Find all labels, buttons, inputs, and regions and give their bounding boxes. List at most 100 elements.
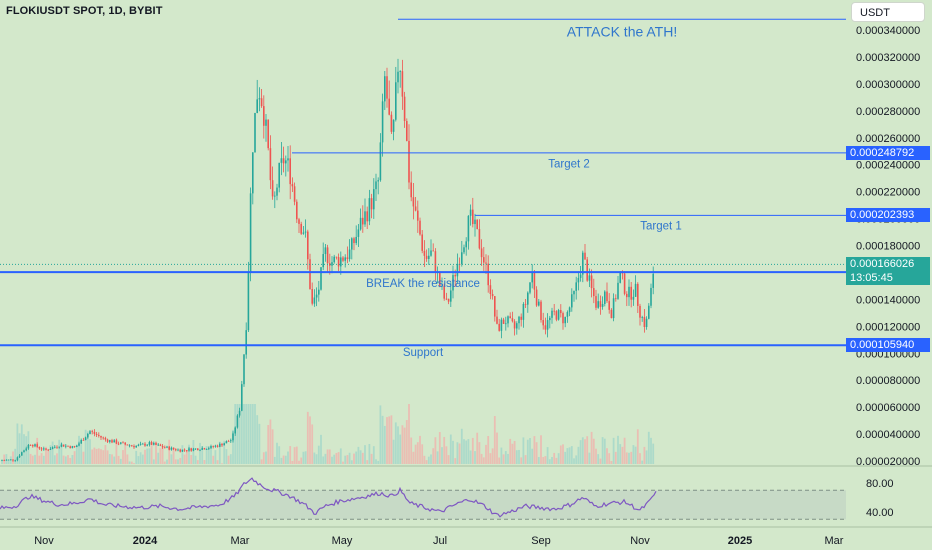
volume-bar (84, 429, 87, 464)
volume-bar (401, 425, 404, 464)
candle-body (496, 316, 498, 324)
volume-bar (456, 442, 459, 464)
volume-bar (115, 438, 118, 464)
candle-body (395, 82, 397, 120)
candle-body (553, 310, 555, 312)
candle-body (412, 197, 415, 207)
candle-body (307, 231, 309, 260)
volume-bar (309, 416, 311, 464)
candle-body (78, 443, 80, 446)
level-price-tag[interactable]: 0.000105940 (846, 338, 930, 353)
volume-bar (498, 457, 501, 464)
volume-bar (621, 446, 624, 464)
volume-bar (177, 459, 179, 464)
volume-bar (18, 433, 21, 464)
volume-bar (62, 455, 65, 464)
candle-body (421, 234, 423, 251)
bar-countdown-tag[interactable]: 13:05:45 (846, 271, 930, 286)
volume-bar (75, 444, 78, 464)
price-tick-label: 0.000060000 (856, 402, 920, 414)
volume-bar (434, 437, 437, 464)
level-price-tag[interactable]: 0.000202393 (846, 208, 930, 223)
volume-bar (322, 456, 325, 464)
volume-bar (78, 435, 80, 464)
volume-bar (73, 451, 76, 464)
candle-body (573, 290, 575, 295)
candle-body (168, 446, 170, 450)
candle-body (322, 254, 324, 268)
candle-body (249, 193, 252, 273)
volume-bar (421, 444, 424, 464)
volume-bar (361, 452, 364, 464)
volume-bar (95, 448, 98, 464)
volume-bar (383, 425, 386, 464)
candle-body (502, 319, 505, 324)
volume-bar (592, 438, 595, 464)
volume-bar (320, 434, 322, 464)
candle-body (586, 259, 588, 281)
current-price-tag[interactable]: 0.000166026 (846, 257, 930, 272)
candle-body (21, 452, 23, 456)
candle-body (452, 275, 454, 291)
candle-body (18, 455, 21, 458)
candle-body (56, 446, 58, 448)
candle-body (302, 232, 305, 234)
volume-bar (152, 459, 155, 464)
candle-body (648, 305, 650, 319)
volume-bar (355, 451, 358, 464)
candle-body (491, 294, 494, 297)
price-tick-label: 0.000320000 (856, 52, 920, 64)
candle-body (489, 285, 492, 295)
candle-body (82, 440, 85, 441)
candle-body (23, 450, 25, 453)
volume-bar (221, 463, 223, 464)
volume-bar (260, 459, 263, 464)
volume-bar (150, 442, 153, 464)
time-axis[interactable]: Nov 2024 Mar May Jul Sep Nov 2025 Mar (34, 535, 844, 547)
candle-body (210, 445, 212, 449)
volume-bar (357, 446, 360, 464)
volume-bar (535, 442, 538, 464)
candle-body (25, 448, 27, 451)
candle-body (364, 211, 366, 225)
rsi-pane[interactable]: 80.00 40.00 (0, 477, 894, 520)
candle-body (428, 255, 430, 259)
volume-bar (284, 455, 287, 464)
candle-body (175, 449, 177, 451)
volume-bar (597, 454, 600, 464)
volume-bar (126, 454, 129, 464)
volume-bar (56, 453, 58, 464)
candle-body (538, 301, 540, 306)
candle-body (615, 298, 617, 300)
candle-body (102, 437, 104, 439)
price-axis[interactable]: 0.000340000 0.000320000 0.000300000 0.00028… (856, 25, 920, 468)
volume-bar (80, 441, 83, 464)
candle-body (326, 247, 329, 264)
volume-bar (489, 453, 492, 464)
volume-bar (16, 423, 19, 464)
candle-body (549, 317, 551, 321)
volume-bar (414, 444, 417, 464)
currency-button[interactable]: USDT (851, 2, 925, 22)
horizontal-levels[interactable] (0, 18, 846, 347)
candle-body (199, 449, 201, 451)
volume-bar (566, 448, 569, 464)
volume-bar (1, 460, 3, 464)
volume-bar (394, 422, 397, 464)
candle-body (1, 460, 3, 462)
candle-body (425, 255, 428, 259)
volume-bar (229, 454, 232, 464)
level-price-tag[interactable]: 0.000248792 (846, 145, 930, 160)
candle-body (98, 434, 100, 436)
candle-body (124, 442, 126, 445)
candle-body (183, 449, 186, 451)
volume-bar (278, 446, 281, 464)
candle-body (293, 186, 296, 202)
volume-bar (64, 456, 67, 464)
candle-body (296, 201, 298, 220)
candle-body (188, 448, 190, 451)
volume-bar (306, 411, 309, 464)
rsi-line (0, 477, 657, 518)
price-tick-label: 0.000220000 (856, 187, 920, 199)
